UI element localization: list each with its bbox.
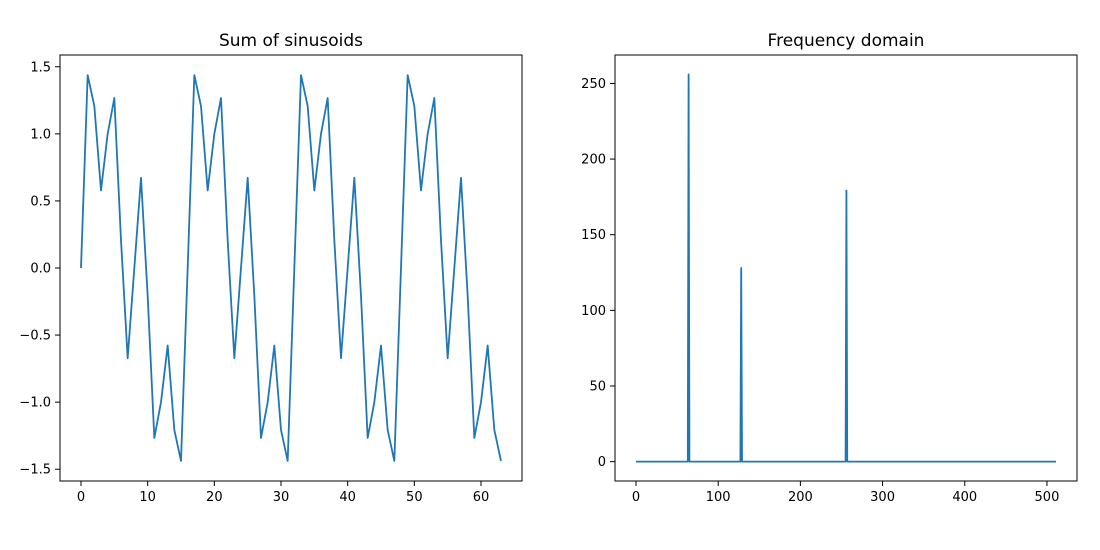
x-tick-label: 20 (206, 490, 223, 505)
y-tick-label: 0.5 (30, 194, 51, 209)
chart-title: Sum of sinusoids (219, 31, 363, 51)
y-tick-label: 1.0 (30, 127, 51, 142)
x-tick-label: 0 (632, 490, 640, 505)
y-tick-label: 150 (581, 228, 606, 243)
series-line (80, 74, 502, 462)
x-tick-label: 300 (870, 490, 895, 505)
x-tick-label: 30 (273, 490, 290, 505)
y-tick-label: 0 (598, 455, 606, 470)
y-tick-label: 50 (589, 379, 606, 394)
y-tick-label: 1.5 (30, 60, 51, 75)
y-tick-label: 0.0 (30, 262, 51, 277)
y-tick-label: 100 (581, 304, 606, 319)
x-tick-label: 100 (706, 490, 731, 505)
axes-frame (614, 54, 1078, 482)
x-tick-label: 40 (339, 490, 356, 505)
chart-title: Frequency domain (768, 31, 925, 51)
x-tick-label: 200 (788, 490, 813, 505)
x-tick-label: 500 (1035, 490, 1060, 505)
x-tick-label: 50 (406, 490, 423, 505)
y-tick-label: 200 (581, 153, 606, 168)
axes-frame (59, 54, 523, 482)
x-tick-label: 400 (952, 490, 977, 505)
x-tick-label: 10 (139, 490, 156, 505)
x-tick-label: 0 (77, 490, 85, 505)
y-tick-label: −1.0 (19, 396, 51, 411)
y-tick-label: −1.5 (19, 463, 51, 478)
y-tick-label: 250 (581, 77, 606, 92)
frequency-domain-chart: Frequency domain 0 100 200 300 400 500 0 50 100 15… (581, 31, 1078, 505)
series-line (636, 73, 1056, 463)
time-domain-chart: Sum of sinusoids 0 10 20 30 40 50 60 −1.5 −1.0 −0.… (19, 31, 523, 505)
x-tick-label: 60 (473, 490, 490, 505)
y-tick-label: −0.5 (19, 329, 51, 344)
